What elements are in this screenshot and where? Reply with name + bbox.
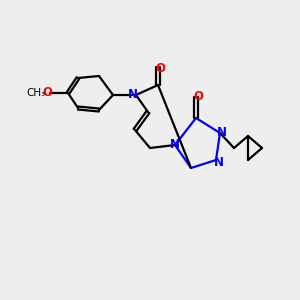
Text: N: N [170,139,180,152]
Text: N: N [217,127,227,140]
Text: N: N [214,155,224,169]
Text: CH₃: CH₃ [26,88,46,98]
Text: O: O [42,86,52,100]
Text: O: O [193,89,203,103]
Text: O: O [155,62,165,76]
Text: N: N [128,88,138,101]
